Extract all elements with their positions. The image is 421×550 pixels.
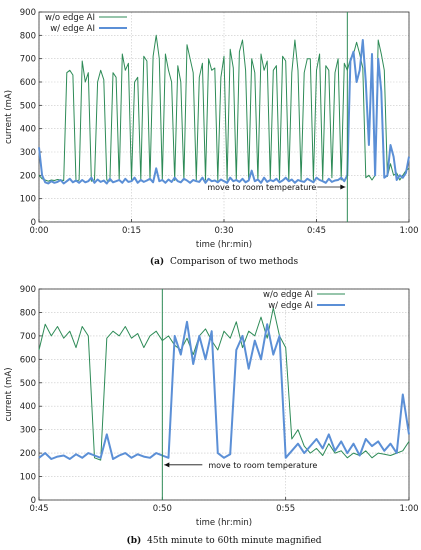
chart-b-annotation-text: move to room temperature xyxy=(208,461,317,470)
chart-b-y-tick-label-4: 400 xyxy=(20,402,36,412)
chart-b-y-label: current (mA) xyxy=(4,367,14,421)
chart-b-caption-label: (b) xyxy=(126,535,141,546)
chart-a-y-ticks: 0 100 200 300 400 500 600 700 800 900 xyxy=(20,8,42,228)
chart-b-y-tick-label-3: 300 xyxy=(20,426,36,436)
chart-b-y-tick-label-8: 800 xyxy=(20,308,36,318)
chart-a-x-label: time (hr:min) xyxy=(196,240,252,250)
chart-b-series-with-edge-ai xyxy=(38,320,410,460)
chart-b-series xyxy=(38,307,410,461)
chart-a-legend-label-with: w/ edge AI xyxy=(50,24,95,34)
chart-a-x-tick-label-1: 0:15 xyxy=(122,226,141,236)
chart-a-x-tick-label-2: 0:30 xyxy=(214,226,233,236)
chart-a-caption: (a) Comparison of two methods xyxy=(150,256,299,267)
chart-b-y-tick-label-7: 700 xyxy=(20,332,36,342)
chart-b-legend: w/o edge AI w/ edge AI xyxy=(263,290,345,311)
chart-b-y-tick-label-0: 0 xyxy=(31,496,36,506)
chart-a-x-tick-label-0: 0:00 xyxy=(29,226,48,236)
chart-b-x-tick-label-0: 0:45 xyxy=(29,504,48,514)
chart-a-x-tick-label-3: 0:45 xyxy=(307,226,326,236)
chart-a-legend-label-without: w/o edge AI xyxy=(45,13,95,23)
chart-a-y-tick-label-3: 300 xyxy=(20,148,36,158)
chart-a-y-tick-label-7: 700 xyxy=(20,55,36,65)
chart-b-series-without-edge-ai xyxy=(38,307,410,461)
chart-b-annotation-arrowhead xyxy=(164,462,170,468)
chart-b-y-tick-label-6: 600 xyxy=(20,355,36,365)
chart-a-x-tick-label-4: 1:00 xyxy=(399,226,418,236)
chart-a-y-tick-label-8: 800 xyxy=(20,31,36,41)
chart-b-y-tick-label-2: 200 xyxy=(20,449,36,459)
chart-a-y-label: current (mA) xyxy=(4,90,14,144)
chart-a-caption-label: (a) xyxy=(150,256,164,267)
chart-a-y-tick-label-5: 500 xyxy=(20,101,36,111)
chart-a-y-tick-label-0: 0 xyxy=(31,218,36,228)
chart-b-x-ticks: 0:45 0:50 0:55 1:00 xyxy=(29,497,419,514)
chart-b-annotation: move to room temperature xyxy=(164,461,317,470)
chart-a: 0 100 200 300 400 500 600 700 800 900 0:00 0:15 0:3… xyxy=(4,8,419,267)
chart-a-legend: w/o edge AI w/ edge AI xyxy=(45,13,127,34)
chart-b-x-tick-label-2: 0:55 xyxy=(276,504,295,514)
chart-b-caption-text: 45th minute to 60th minute magnified xyxy=(147,536,322,546)
chart-a-y-tick-label-9: 900 xyxy=(20,8,36,18)
chart-b-frame xyxy=(38,288,410,501)
chart-a-y-tick-label-1: 100 xyxy=(20,195,36,205)
chart-a-y-tick-label-6: 600 xyxy=(20,78,36,88)
chart-b-legend-label-with: w/ edge AI xyxy=(268,301,313,311)
chart-a-y-tick-label-2: 200 xyxy=(20,171,36,181)
chart-a-y-tick-label-4: 400 xyxy=(20,125,36,135)
chart-b-x-tick-label-3: 1:00 xyxy=(399,504,418,514)
chart-b-y-tick-label-5: 500 xyxy=(20,379,36,389)
chart-b-caption: (b) 45th minute to 60th minute magnified xyxy=(126,535,321,546)
chart-b-x-label: time (hr:min) xyxy=(196,518,252,528)
chart-b-y-tick-label-9: 900 xyxy=(20,285,36,295)
chart-a-annotation-text: move to room temperature xyxy=(207,183,316,192)
chart-b: 0 100 200 300 400 500 600 700 800 900 0:45 0:50 0:5… xyxy=(4,285,419,546)
chart-a-annotation-arrowhead xyxy=(340,184,346,190)
chart-b-x-tick-label-1: 0:50 xyxy=(153,504,172,514)
chart-a-x-ticks: 0:00 0:15 0:30 0:45 1:00 xyxy=(29,219,419,236)
chart-b-y-ticks: 0 100 200 300 400 500 600 700 800 900 xyxy=(20,285,42,506)
chart-a-annotation: move to room temperature xyxy=(207,183,346,192)
chart-b-legend-label-without: w/o edge AI xyxy=(263,290,313,300)
chart-a-caption-text: Comparison of two methods xyxy=(170,257,299,267)
chart-b-y-tick-label-1: 100 xyxy=(20,473,36,483)
